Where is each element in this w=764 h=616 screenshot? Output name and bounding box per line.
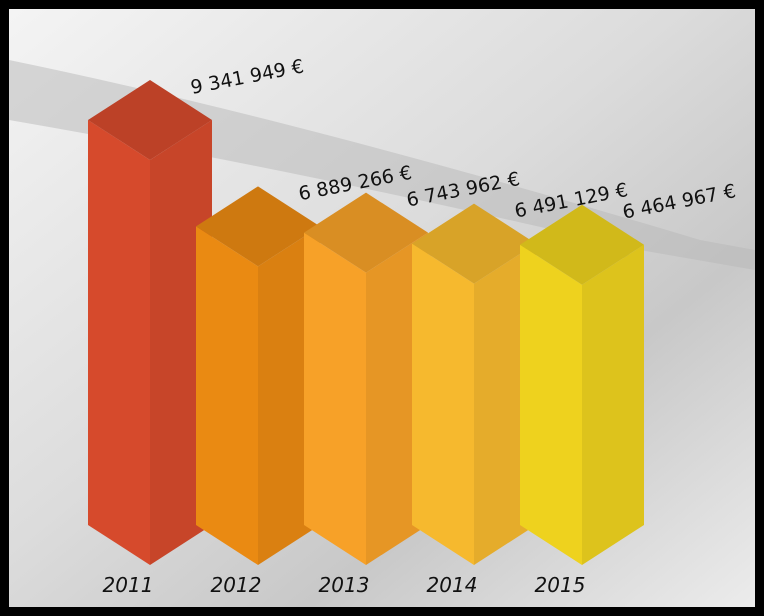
bar-right-face bbox=[582, 244, 644, 565]
x-tick-label: 2013 bbox=[319, 573, 370, 597]
bar-left-face bbox=[196, 226, 258, 566]
bar-left-face bbox=[520, 244, 582, 565]
x-tick-label: 2014 bbox=[427, 573, 478, 597]
bar-left-face bbox=[412, 243, 474, 566]
bar-left-face bbox=[88, 120, 150, 565]
bar bbox=[88, 80, 212, 565]
bar-top-face bbox=[520, 204, 644, 285]
bar bbox=[196, 186, 320, 566]
bar bbox=[520, 204, 644, 565]
bars bbox=[88, 80, 644, 566]
bar bbox=[412, 203, 536, 566]
bar-top-face bbox=[196, 186, 320, 267]
x-tick-label: 2011 bbox=[103, 573, 154, 597]
bar bbox=[304, 192, 428, 565]
bar-top-face bbox=[88, 80, 212, 160]
bar-top-face bbox=[304, 192, 428, 273]
x-tick-label: 2012 bbox=[211, 573, 262, 597]
x-tick-label: 2015 bbox=[535, 573, 586, 597]
bar-left-face bbox=[304, 232, 366, 565]
bar-top-face bbox=[412, 203, 536, 284]
